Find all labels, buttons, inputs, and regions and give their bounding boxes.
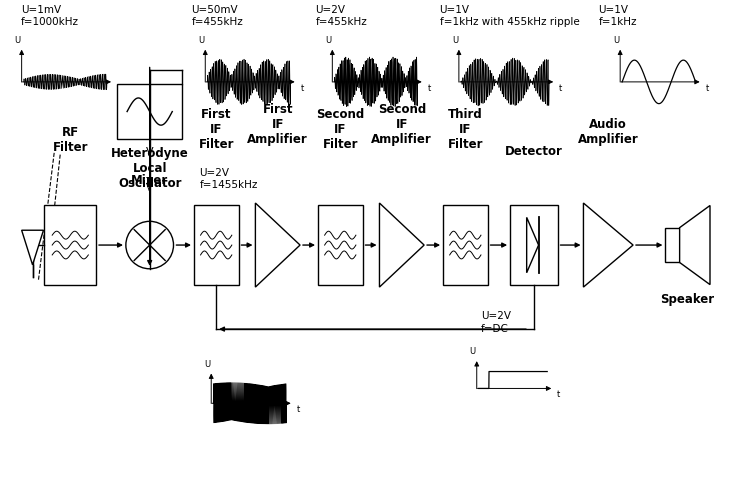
Text: t: t <box>427 84 430 93</box>
Polygon shape <box>526 218 538 272</box>
Text: U=50mV
f=455kHz: U=50mV f=455kHz <box>191 5 243 27</box>
Text: U=2V
f=1455kHz: U=2V f=1455kHz <box>200 168 258 190</box>
Text: V: V <box>146 146 154 156</box>
Text: Second
IF
Amplifier: Second IF Amplifier <box>371 102 432 146</box>
Text: U=1V
f=1kHz with 455kHz ripple: U=1V f=1kHz with 455kHz ripple <box>440 5 579 27</box>
Polygon shape <box>680 206 710 284</box>
Text: Third
IF
Filter: Third IF Filter <box>448 108 483 151</box>
Text: t: t <box>301 84 304 93</box>
Text: Audio
Amplifier: Audio Amplifier <box>578 118 639 146</box>
Text: V: V <box>146 183 153 193</box>
Text: Speaker: Speaker <box>661 292 715 306</box>
Text: U: U <box>204 360 210 368</box>
Text: Heterodyne
Local
Oscillator: Heterodyne Local Oscillator <box>111 146 188 190</box>
Bar <box>194 206 238 284</box>
Text: U: U <box>470 348 476 356</box>
Text: U=2V
f=DC: U=2V f=DC <box>482 312 512 334</box>
Text: U=1V
f=1kHz: U=1V f=1kHz <box>598 5 637 27</box>
Circle shape <box>126 222 173 269</box>
Polygon shape <box>22 230 44 265</box>
Polygon shape <box>380 203 424 287</box>
Polygon shape <box>584 203 633 287</box>
Bar <box>318 206 362 284</box>
Bar <box>510 206 558 284</box>
Polygon shape <box>256 203 300 287</box>
Text: U: U <box>326 36 332 45</box>
Text: U: U <box>198 36 204 45</box>
Text: t: t <box>560 84 562 93</box>
Text: U=2V
f=455kHz: U=2V f=455kHz <box>316 5 368 27</box>
Text: U: U <box>614 36 620 45</box>
Text: U: U <box>452 36 458 45</box>
Text: Detector: Detector <box>505 145 562 158</box>
Bar <box>44 206 96 284</box>
Text: First
IF
Filter: First IF Filter <box>199 108 234 151</box>
Text: t: t <box>296 406 300 414</box>
Bar <box>665 228 680 262</box>
Bar <box>443 206 488 284</box>
Text: t: t <box>117 84 120 93</box>
Text: t: t <box>706 84 709 93</box>
Text: t: t <box>557 390 560 400</box>
Bar <box>118 84 182 138</box>
Text: First
IF
Amplifier: First IF Amplifier <box>248 102 308 146</box>
Text: U=1mV
f=1000kHz: U=1mV f=1000kHz <box>21 5 79 27</box>
Text: RF
Filter: RF Filter <box>53 126 88 154</box>
Text: Second
IF
Filter: Second IF Filter <box>316 108 364 151</box>
Text: U: U <box>14 36 21 45</box>
Text: Mixer: Mixer <box>131 174 168 186</box>
